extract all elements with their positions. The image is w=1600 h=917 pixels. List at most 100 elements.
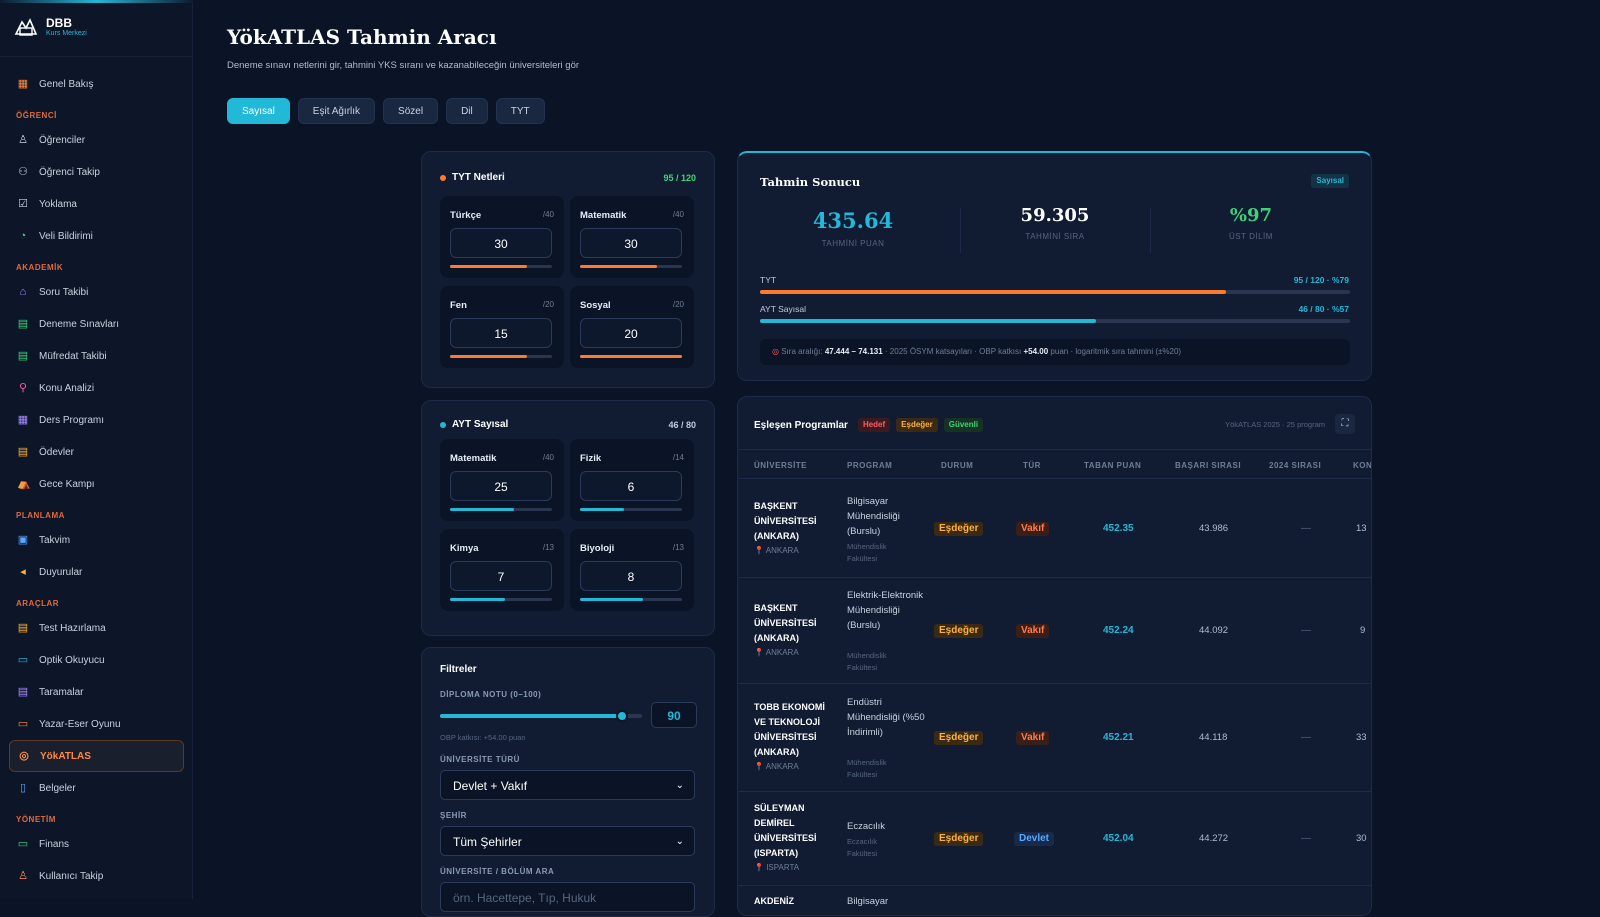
brand[interactable]: DBB Kurs Merkezi [14, 16, 87, 38]
net-input[interactable]: 30 [450, 228, 552, 258]
tag-hedef[interactable]: Hedef [857, 418, 891, 432]
tab-sayisal[interactable]: Sayısal [227, 98, 290, 124]
sidebar-item-müfredat-takibi[interactable]: ▤ Müfredat Takibi [0, 340, 193, 372]
sidebar-item-genel-bakış[interactable]: ▦ Genel Bakış [0, 68, 193, 100]
type-badge: Vakıf [1016, 731, 1050, 745]
tab-esit-agirlik[interactable]: Eşit Ağırlık [297, 98, 376, 124]
col-quota[interactable]: KON [1353, 461, 1372, 470]
net-card-max: /40 [542, 453, 554, 462]
net-input[interactable]: 30 [580, 228, 682, 258]
edit-icon: ▤ [17, 622, 29, 634]
diploma-slider-thumb[interactable] [615, 710, 628, 722]
city-label: 📍 ANKARA [754, 762, 799, 771]
sidebar-item-soru-takibi[interactable]: ⌂ Soru Takibi [0, 276, 193, 308]
tag-esdeger[interactable]: Eşdeğer [896, 418, 938, 432]
net-progress-fill [450, 355, 527, 358]
pin-icon: 📍 [754, 647, 764, 657]
net-card-matematik: Matematik/40 25 [440, 439, 564, 521]
net-progress-fill [580, 508, 624, 511]
note-middle: · 2025 ÖSYM katsayıları · OBP katkısı [884, 347, 1022, 356]
sidebar-item-duyurular[interactable]: ◂ Duyurular [0, 556, 193, 588]
sidebar-item-test-hazırlama[interactable]: ▤ Test Hazırlama [0, 612, 193, 644]
col-status[interactable]: DURUM [941, 461, 974, 470]
net-input[interactable]: 25 [450, 471, 552, 501]
sidebar-item-gece-kampı[interactable]: ⛺ Gece Kampı [0, 468, 193, 500]
sidebar-item-ders-programı[interactable]: ▦ Ders Programı [0, 404, 193, 436]
tyt-progress-fill [760, 290, 1227, 294]
col-university[interactable]: ÜNİVERSİTE [754, 461, 808, 470]
university-type-select[interactable]: Devlet + Vakıf ⌄ [440, 770, 695, 800]
nav-section-label: PLANLAMA [16, 511, 65, 520]
sidebar-item-deneme-sınavları[interactable]: ▤ Deneme Sınavları [0, 308, 193, 340]
sidebar-item-taramalar[interactable]: ▤ Taramalar [0, 676, 193, 708]
university-type-value: Devlet + Vakıf [453, 779, 528, 793]
sidebar-item-veli-bildirimi[interactable]: ◔ Veli Bildirimi [0, 220, 193, 252]
city-select[interactable]: Tüm Şehirler ⌄ [440, 826, 695, 856]
net-input[interactable]: 8 [580, 561, 682, 591]
col-base-score[interactable]: TABAN PUAN [1084, 461, 1142, 470]
sidebar-item-öğrenci-takip[interactable]: ⚇ Öğrenci Takip [0, 156, 193, 188]
program-name: Bilgisayar Mühendisliği (Burslu) [847, 495, 900, 537]
university-name: BAŞKENT ÜNİVERSİTESİ (ANKARA) [754, 500, 817, 541]
sidebar-item-konu-analizi[interactable]: ⚲ Konu Analizi [0, 372, 193, 404]
tab-dil[interactable]: Dil [446, 98, 488, 124]
tyt-panel-title: TYT Netleri [452, 172, 505, 183]
col-program[interactable]: PROGRAM [847, 461, 893, 470]
status-dot [440, 174, 446, 181]
net-input[interactable]: 20 [580, 318, 682, 348]
net-card-max: /20 [542, 300, 554, 309]
tag-guvenli[interactable]: Güvenli [943, 418, 984, 432]
ayt-panel-header: AYT Sayısal [440, 419, 508, 430]
tab-tyt[interactable]: TYT [495, 98, 545, 124]
net-card-label: Türkçe [450, 210, 482, 221]
table-row[interactable]: TOBB EKONOMİ VE TEKNOLOJİ ÜNİVERSİTESİ (… [738, 684, 1371, 792]
sidebar-item-kullanıcı-takip[interactable]: ♙ Kullanıcı Takip [0, 860, 193, 892]
sidebar-item-yazar-eser-oyunu[interactable]: ▭ Yazar-Eser Oyunu [0, 708, 193, 740]
diploma-slider[interactable] [440, 710, 642, 722]
prev-rank: — [1301, 523, 1311, 534]
net-progress-bar [580, 598, 682, 601]
sidebar-item-belgeler[interactable]: ▯ Belgeler [0, 772, 193, 804]
net-input[interactable]: 6 [580, 471, 682, 501]
base-score: 452.35 [1103, 523, 1134, 534]
sidebar-item-finans[interactable]: ▭ Finans [0, 828, 193, 860]
camp-icon: ⛺ [17, 478, 31, 490]
sidebar-item-optik-okuyucu[interactable]: ▭ Optik Okuyucu [0, 644, 193, 676]
net-card-label: Matematik [450, 453, 497, 464]
faculty-name: Mühendislik Fakültesi [847, 758, 887, 779]
expand-icon[interactable]: ⛶ [1335, 414, 1355, 434]
net-input[interactable]: 7 [450, 561, 552, 591]
range-low: 47.444 [824, 347, 850, 356]
net-input[interactable]: 15 [450, 318, 552, 348]
sidebar-item-takvim[interactable]: ▣ Takvim [0, 524, 193, 556]
net-card-max: /14 [672, 453, 684, 462]
sidebar-item-label: Takvim [39, 534, 71, 546]
net-card-sosyal: Sosyal/20 20 [570, 286, 694, 368]
sidebar-item-label: Deneme Sınavları [39, 318, 120, 330]
table-row[interactable]: SÜLEYMAN DEMİREL ÜNİVERSİTESİ (ISPARTA) 📍… [738, 792, 1371, 886]
col-success-rank[interactable]: BAŞARI SIRASI [1175, 461, 1242, 470]
programs-source: YökATLAS 2025 · 25 program [1225, 420, 1325, 429]
sidebar-item-yökatlas[interactable]: ◎ YökATLAS [9, 740, 184, 772]
sidebar-item-ödevler[interactable]: ▤ Ödevler [0, 436, 193, 468]
table-header: ÜNİVERSİTE PROGRAM DURUM TÜR TABAN PUAN … [738, 449, 1372, 479]
search-input[interactable]: örn. Hacettepe, Tıp, Hukuk [440, 882, 695, 912]
net-progress-bar [450, 355, 552, 358]
status-badge: Eşdeğer [934, 624, 984, 638]
target-icon: ◎ [772, 347, 779, 356]
sidebar-item-label: Öğrenciler [39, 134, 86, 146]
sidebar-item-yoklama[interactable]: ☑ Yoklama [0, 188, 193, 220]
table-row[interactable]: BAŞKENT ÜNİVERSİTESİ (ANKARA) 📍 ANKARA Ele… [738, 578, 1371, 684]
sidebar-item-öğrenciler[interactable]: ♙ Öğrenciler [0, 124, 193, 156]
col-2024-rank[interactable]: 2024 SIRASI [1269, 461, 1322, 470]
chevron-down-icon: ⌄ [675, 836, 684, 847]
net-progress-fill [580, 355, 682, 358]
diploma-input[interactable]: 90 [651, 702, 697, 728]
sidebar-item-label: Gece Kampı [39, 478, 95, 490]
table-row[interactable]: BAŞKENT ÜNİVERSİTESİ (ANKARA) 📍 ANKARA Bil… [738, 480, 1371, 578]
table-row[interactable]: AKDENİZ Bilgisayar [738, 886, 1371, 915]
net-progress-fill [580, 265, 657, 268]
col-type[interactable]: TÜR [1023, 461, 1041, 470]
net-card-label: Fen [450, 300, 467, 311]
tab-sozel[interactable]: Sözel [383, 98, 439, 124]
